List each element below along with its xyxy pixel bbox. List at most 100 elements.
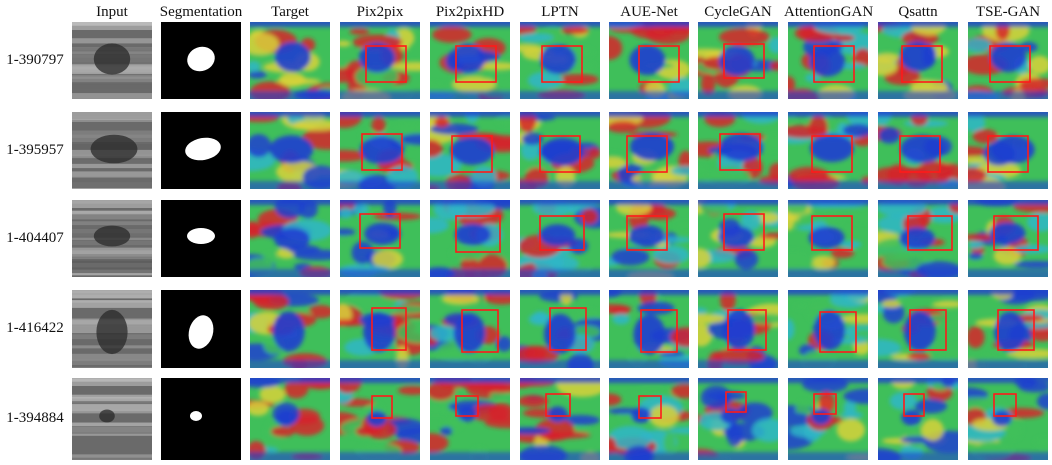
column-header: Qsattn	[898, 4, 938, 20]
method-heatmap-image	[698, 378, 778, 460]
roi-box	[811, 215, 853, 251]
roi-box	[997, 309, 1035, 351]
roi-box	[541, 45, 583, 83]
roi-box	[371, 395, 393, 419]
column-header: LPTN	[541, 4, 579, 20]
row-label: 1-394884	[6, 410, 64, 426]
method-heatmap-image	[520, 112, 600, 189]
column-header: AttentionGAN	[784, 4, 874, 20]
column-header: TSE-GAN	[975, 4, 1041, 20]
method-heatmap-image	[968, 290, 1048, 368]
segmentation-mask-image	[161, 200, 241, 277]
method-heatmap-image	[609, 22, 689, 99]
method-heatmap-image	[609, 378, 689, 460]
segmentation-mask-image	[161, 22, 241, 99]
method-heatmap-image	[968, 378, 1048, 460]
column-header: CycleGAN	[704, 4, 772, 20]
column-header: Pix2pix	[356, 4, 404, 20]
method-heatmap-image	[788, 200, 868, 277]
roi-box	[638, 395, 662, 419]
row-label: 1-416422	[6, 320, 64, 336]
roi-box	[455, 215, 501, 253]
ultrasound-input-image	[72, 22, 152, 99]
roi-box	[371, 307, 407, 351]
method-heatmap-image	[878, 378, 958, 460]
roi-box	[719, 133, 761, 171]
column-header: AUE-Net	[620, 4, 678, 20]
roi-box	[455, 395, 479, 417]
method-heatmap-image	[609, 290, 689, 368]
roi-box	[993, 393, 1017, 417]
target-heatmap-image	[250, 290, 330, 368]
roi-box	[727, 309, 767, 351]
target-heatmap-image	[250, 112, 330, 189]
method-heatmap-image	[698, 290, 778, 368]
roi-box	[811, 135, 853, 173]
roi-box	[455, 45, 497, 83]
method-heatmap-image	[430, 378, 510, 460]
roi-box	[813, 45, 855, 83]
ultrasound-input-image	[72, 378, 152, 460]
roi-box	[903, 393, 925, 417]
roi-box	[909, 309, 947, 351]
method-heatmap-image	[520, 290, 600, 368]
column-header: Pix2pixHD	[435, 4, 505, 20]
method-heatmap-image	[698, 200, 778, 277]
column-header: Input	[96, 4, 128, 20]
method-heatmap-image	[340, 112, 420, 189]
method-heatmap-image	[698, 22, 778, 99]
roi-box	[359, 213, 401, 249]
method-heatmap-image	[968, 22, 1048, 99]
method-heatmap-image	[968, 112, 1048, 189]
method-heatmap-image	[788, 22, 868, 99]
roi-box	[638, 45, 680, 83]
method-heatmap-image	[878, 290, 958, 368]
roi-box	[899, 135, 941, 173]
segmentation-mask-image	[161, 378, 241, 460]
roi-box	[626, 215, 668, 251]
roi-box	[539, 215, 585, 251]
method-heatmap-image	[340, 378, 420, 460]
method-heatmap-image	[340, 22, 420, 99]
roi-box	[907, 215, 953, 251]
roi-box	[365, 45, 407, 83]
method-heatmap-image	[609, 200, 689, 277]
ultrasound-input-image	[72, 112, 152, 189]
row-label: 1-404407	[6, 229, 64, 246]
roi-box	[539, 135, 581, 173]
method-heatmap-image	[520, 200, 600, 277]
segmentation-mask-image	[161, 290, 241, 368]
method-heatmap-image	[340, 200, 420, 277]
roi-box	[549, 307, 587, 351]
method-heatmap-image	[788, 378, 868, 460]
method-heatmap-image	[430, 22, 510, 99]
row-label: 1-395957	[6, 141, 64, 158]
target-heatmap-image	[250, 22, 330, 99]
roi-box	[461, 309, 499, 353]
row-label: 1-390797	[6, 51, 64, 68]
column-header: Segmentation	[159, 4, 243, 20]
roi-box	[901, 45, 943, 83]
roi-box	[723, 213, 765, 251]
method-heatmap-image	[609, 112, 689, 189]
roi-box	[361, 133, 403, 171]
roi-box	[819, 311, 857, 353]
roi-box	[626, 135, 668, 173]
method-heatmap-image	[878, 112, 958, 189]
ultrasound-input-image	[72, 200, 152, 277]
method-heatmap-image	[878, 200, 958, 277]
method-heatmap-image	[968, 200, 1048, 277]
method-heatmap-image	[788, 112, 868, 189]
column-header: Target	[271, 4, 309, 20]
target-heatmap-image	[250, 378, 330, 460]
method-heatmap-image	[878, 22, 958, 99]
method-heatmap-image	[520, 378, 600, 460]
method-heatmap-image	[340, 290, 420, 368]
roi-box	[451, 135, 493, 173]
method-heatmap-image	[520, 22, 600, 99]
method-heatmap-image	[430, 290, 510, 368]
segmentation-mask-image	[161, 112, 241, 189]
roi-box	[989, 45, 1031, 83]
roi-box	[993, 215, 1039, 251]
